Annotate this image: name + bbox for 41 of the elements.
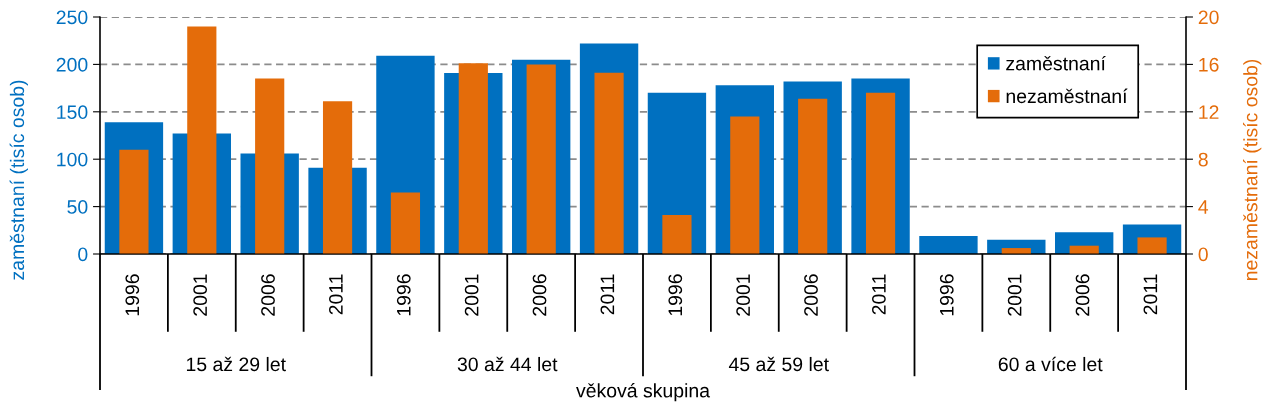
x-tick-label: 2011	[329, 274, 343, 315]
y2-tick-label: 4	[1198, 200, 1209, 214]
x-tick-label: 2011	[872, 274, 886, 315]
x-tick-label: 1996	[668, 274, 683, 316]
y-tick-label: 50	[67, 200, 88, 214]
x-tick-label: 2006	[1075, 274, 1090, 316]
x-axis-title: věková skupina	[576, 383, 711, 402]
text: 30 až 44 let	[457, 356, 558, 372]
y-tick-label: 200	[56, 57, 88, 72]
y-tick-label: 150	[57, 105, 88, 120]
x-tick-label: 2006	[261, 274, 275, 316]
x-tick-label: 1996	[396, 274, 411, 316]
x-tick-label: 2011	[1143, 274, 1158, 315]
legend-label: nezaměstnaní	[1006, 88, 1128, 104]
x-tick-label: 2001	[736, 274, 751, 316]
y2-axis-title: nezaměstnaní (tisíc osob)	[1242, 59, 1262, 281]
bar	[919, 235, 978, 254]
bar	[1137, 237, 1167, 254]
y2-tick-label: 12	[1199, 105, 1219, 119]
y-tick-label: 100	[57, 152, 88, 167]
x-tick-label: 2001	[464, 274, 479, 316]
bar	[390, 192, 421, 254]
legend-label: zaměstnaní	[1006, 55, 1106, 71]
y2-tick-label: 0	[1198, 247, 1208, 262]
x-tick-label: 2011	[600, 274, 615, 315]
y-tick-label: 250	[56, 10, 88, 25]
x-tick-label: 1996	[125, 274, 140, 316]
y-axis-title: zaměstnaní (tisíc osob)	[9, 80, 28, 280]
x-tick-label: 2006	[804, 274, 818, 316]
x-tick-label: 2001	[1007, 274, 1022, 316]
x-tick-label: 2006	[532, 274, 547, 316]
y-tick-label: 0	[78, 247, 88, 262]
x-tick-label: 1996	[939, 274, 954, 316]
bar	[662, 214, 692, 254]
y2-tick-label: 16	[1199, 57, 1219, 72]
x-tick-label: 2001	[193, 274, 208, 316]
text: 60 a více let	[998, 356, 1103, 372]
text: 15 až 29 let	[186, 356, 286, 372]
y2-tick-label: 20	[1198, 10, 1219, 25]
text: 45 až 59 let	[728, 356, 829, 372]
y2-tick-label: 8	[1198, 152, 1208, 167]
